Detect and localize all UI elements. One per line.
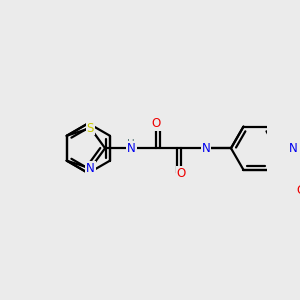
Text: O: O (152, 117, 161, 130)
Text: N: N (127, 142, 136, 155)
Text: S: S (87, 122, 94, 134)
Text: H: H (202, 148, 210, 158)
Text: N: N (86, 162, 95, 175)
Text: N: N (202, 142, 210, 155)
Text: H: H (128, 139, 135, 149)
Text: O: O (176, 167, 186, 180)
Text: O: O (296, 184, 300, 197)
Text: N: N (289, 142, 298, 155)
